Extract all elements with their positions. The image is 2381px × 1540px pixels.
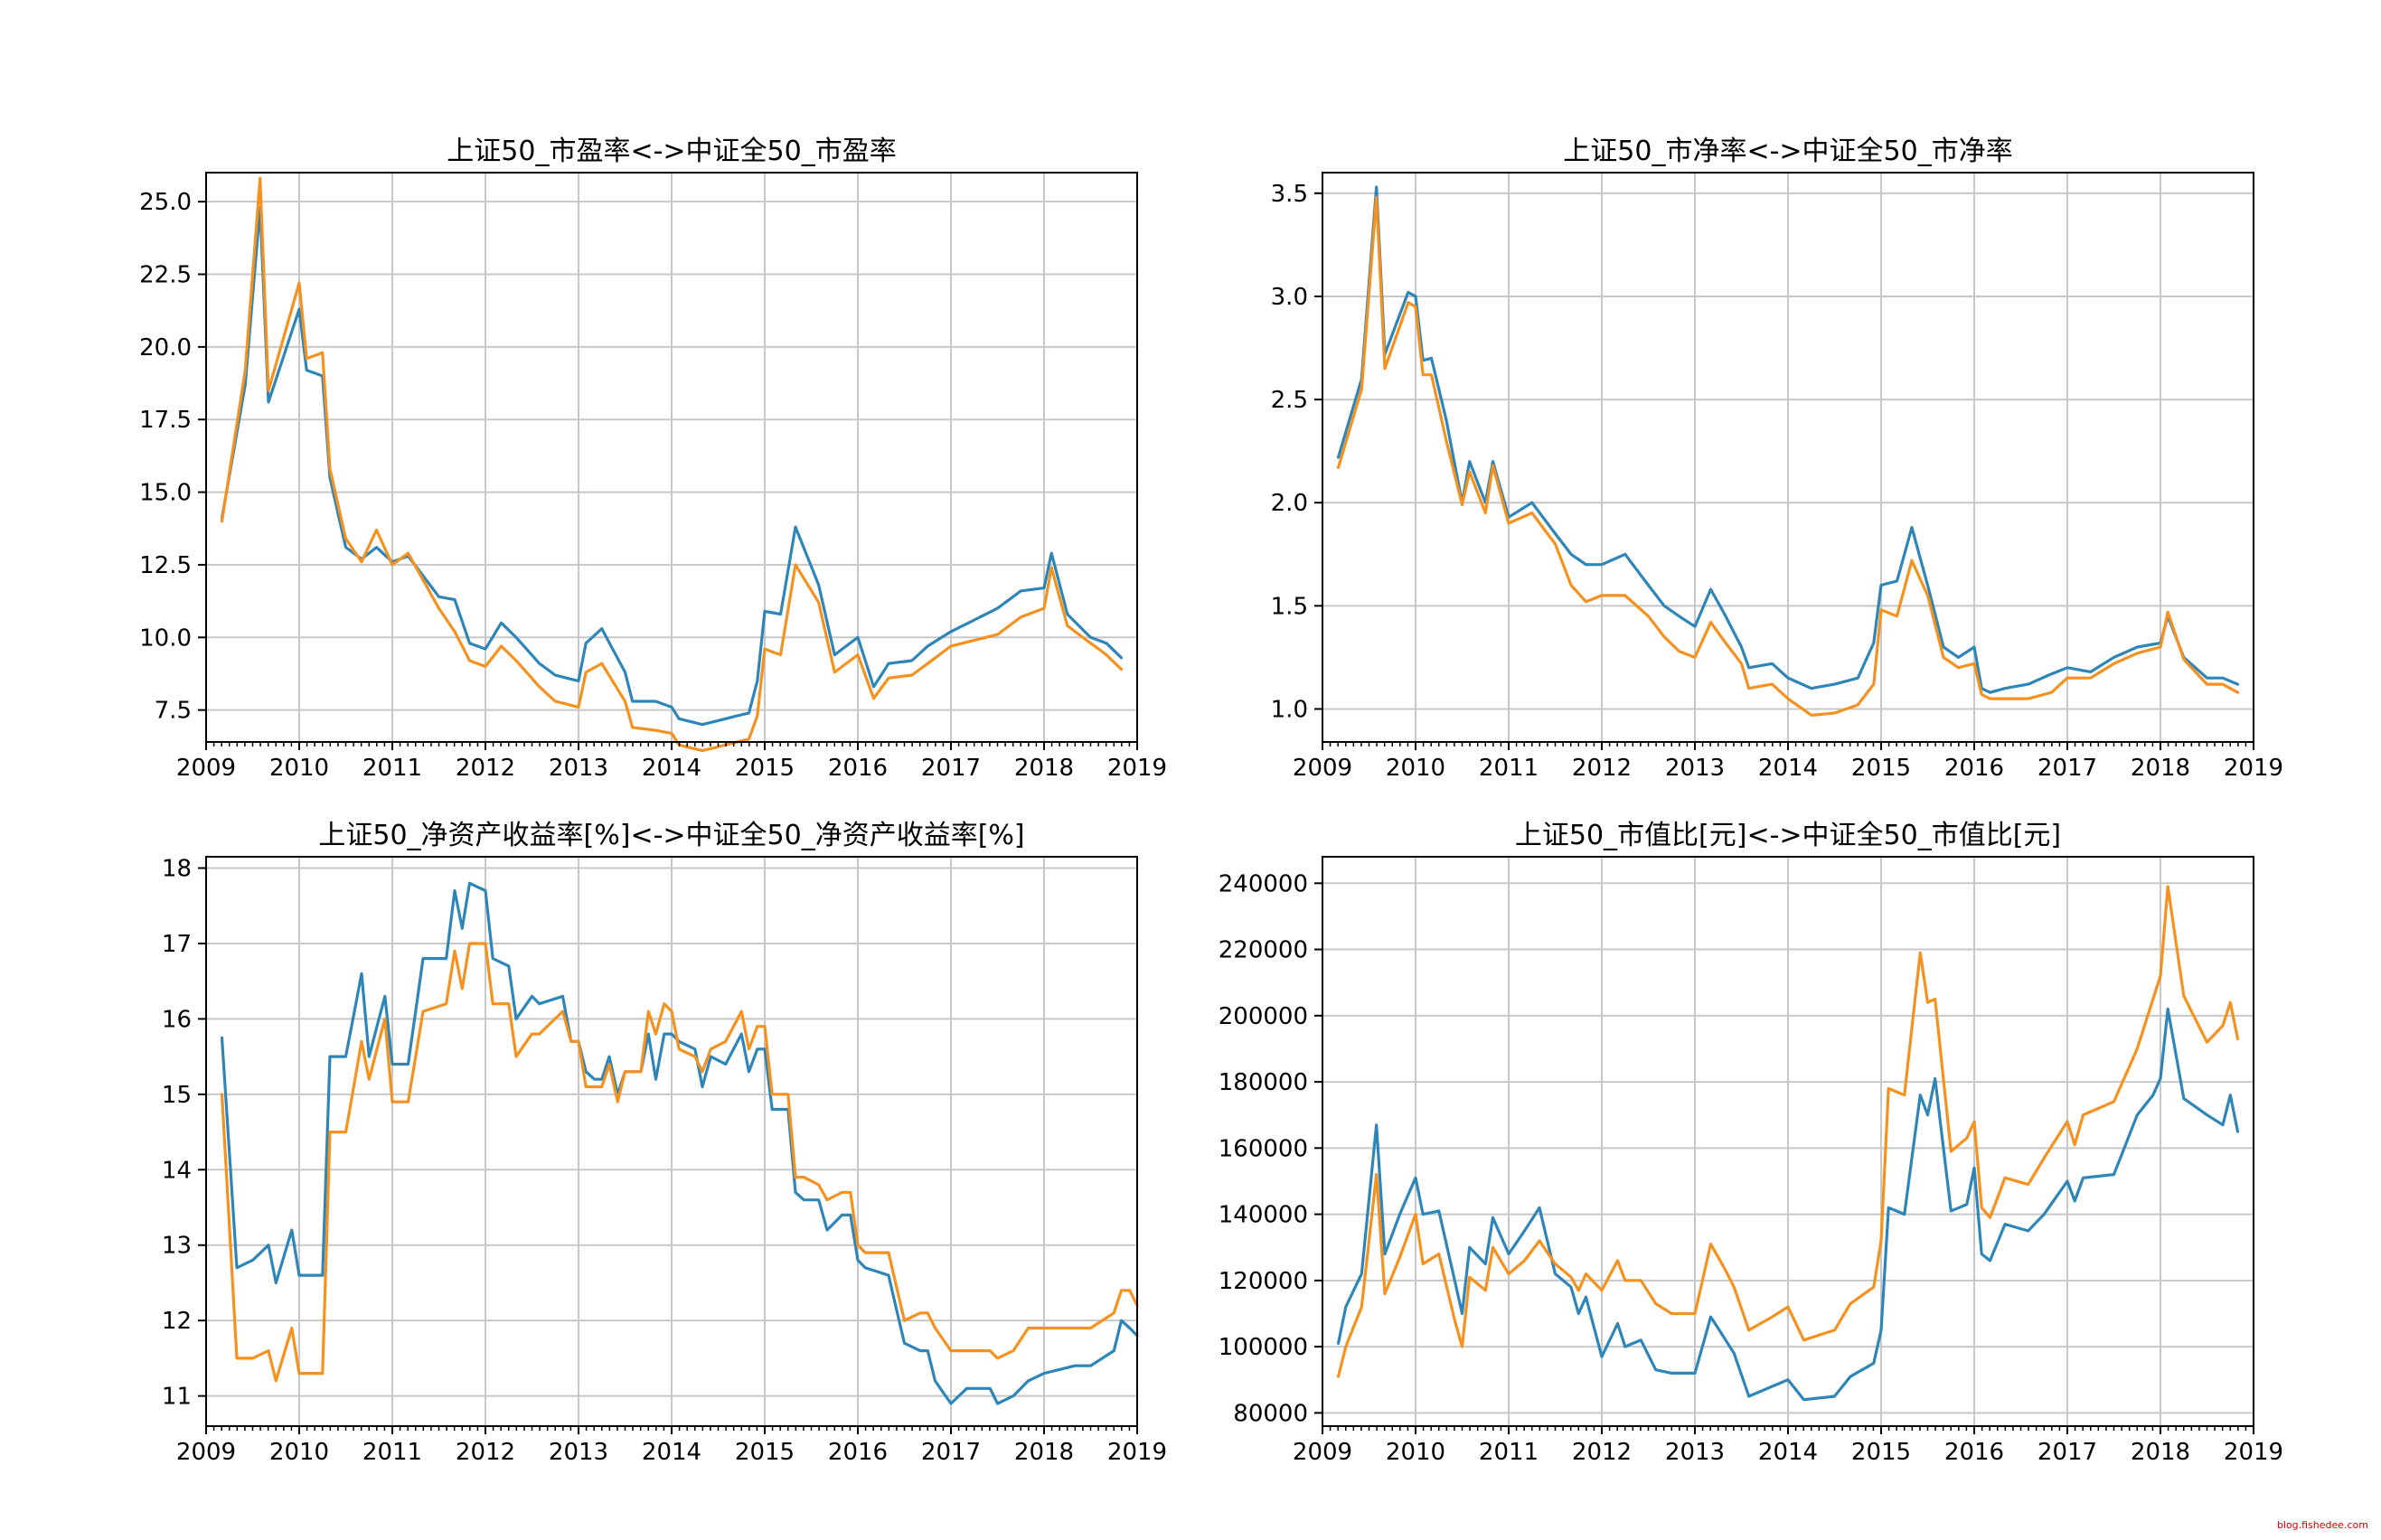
chart-title: 上证50_市值比[元]<->中证全50_市值比[元] [1515, 820, 2061, 851]
series-line-a [220, 881, 1139, 1405]
x-tick-label: 2015 [735, 755, 795, 782]
y-tick-label: 10.0 [139, 624, 192, 652]
y-tick-label: 140000 [1219, 1202, 1308, 1229]
y-tick-label: 13 [162, 1233, 192, 1260]
y-tick-label: 25.0 [139, 189, 192, 216]
x-tick-label: 2012 [1572, 755, 1632, 782]
x-tick-label: 2016 [1944, 755, 2004, 782]
y-tick-label: 15.0 [139, 480, 192, 507]
x-tick-label: 2012 [1572, 1439, 1632, 1466]
x-tick-label: 2017 [921, 1439, 981, 1466]
series-line-a [220, 206, 1124, 727]
chart-title: 上证50_市盈率<->中证全50_市盈率 [447, 136, 896, 167]
x-tick-label: 2010 [1386, 755, 1445, 782]
x-tick-label: 2012 [456, 755, 515, 782]
x-tick-label: 2010 [1386, 1439, 1445, 1466]
chart-panel-3: 上证50_净资产收益率[%]<->中证全50_净资产收益率[%] 2009 2010… [162, 820, 1167, 1466]
x-tick-label: 2011 [362, 755, 422, 782]
x-tick-label: 2014 [642, 1439, 701, 1466]
y-tick-label: 180000 [1219, 1069, 1308, 1096]
x-tick-label: 2013 [549, 1439, 608, 1466]
y-tick-label: 11 [162, 1384, 192, 1411]
x-tick-label: 2019 [1107, 755, 1167, 782]
x-tick-label: 2018 [2131, 755, 2190, 782]
x-tick-label: 2018 [1014, 1439, 1074, 1466]
x-tick-label: 2009 [176, 755, 236, 782]
y-tick-label: 18 [162, 856, 192, 883]
series-line-b [1336, 885, 2240, 1378]
y-tick-label: 220000 [1219, 937, 1308, 964]
series-line-b [220, 176, 1124, 753]
x-tick-label: 2019 [2224, 1439, 2283, 1466]
y-tick-label: 3.5 [1271, 181, 1308, 208]
x-tick-label: 2017 [921, 755, 981, 782]
x-tick-label: 2012 [456, 1439, 515, 1466]
series-line-a [1336, 1007, 2240, 1402]
y-tick-label: 20.0 [139, 334, 192, 362]
y-tick-label: 12 [162, 1308, 192, 1335]
x-tick-label: 2010 [269, 755, 329, 782]
y-tick-label: 14 [162, 1157, 192, 1184]
y-tick-label: 100000 [1219, 1334, 1308, 1361]
x-tick-label: 2015 [735, 1439, 795, 1466]
x-tick-label: 2016 [1944, 1439, 2004, 1466]
x-tick-label: 2009 [1293, 755, 1352, 782]
chart-panel-2: 上证50_市净率<->中证全50_市净率 2009 2010 2011 2012 2013… [1271, 136, 2283, 782]
y-tick-label: 120000 [1219, 1268, 1308, 1295]
chart-panel-4: 上证50_市值比[元]<->中证全50_市值比[元] 2009 2010 2011 20… [1219, 820, 2283, 1466]
y-tick-label: 7.5 [155, 698, 192, 725]
y-tick-label: 240000 [1219, 870, 1308, 897]
x-tick-label: 2014 [642, 755, 701, 782]
y-tick-label: 12.5 [139, 552, 192, 579]
x-tick-label: 2015 [1851, 755, 1911, 782]
x-tick-label: 2011 [362, 1439, 422, 1466]
x-tick-label: 2019 [2224, 755, 2283, 782]
chart-panel-1: 上证50_市盈率<->中证全50_市盈率 2009 2010 2011 2012 2013… [139, 136, 1167, 782]
x-tick-label: 2016 [828, 755, 888, 782]
x-tick-label: 2010 [269, 1439, 329, 1466]
y-tick-label: 160000 [1219, 1135, 1308, 1162]
x-tick-label: 2014 [1758, 755, 1818, 782]
y-tick-label: 2.0 [1271, 490, 1308, 517]
x-tick-label: 2009 [1293, 1439, 1352, 1466]
x-tick-label: 2018 [2131, 1439, 2190, 1466]
watermark: blog.fishedee.com [2276, 1519, 2368, 1531]
y-tick-label: 22.5 [139, 262, 192, 289]
x-tick-label: 2013 [549, 755, 608, 782]
y-tick-label: 2.5 [1271, 387, 1308, 414]
x-tick-label: 2009 [176, 1439, 236, 1466]
series-line-b [1336, 195, 2240, 717]
y-tick-label: 1.0 [1271, 696, 1308, 723]
y-tick-label: 80000 [1233, 1400, 1308, 1427]
y-tick-label: 1.5 [1271, 593, 1308, 620]
x-tick-label: 2017 [2037, 755, 2097, 782]
x-tick-label: 2011 [1479, 755, 1539, 782]
x-tick-label: 2018 [1014, 755, 1074, 782]
x-tick-label: 2013 [1665, 755, 1725, 782]
chart-title: 上证50_净资产收益率[%]<->中证全50_净资产收益率[%] [318, 820, 1024, 851]
x-tick-label: 2013 [1665, 1439, 1725, 1466]
y-tick-label: 17 [162, 931, 192, 958]
x-tick-label: 2019 [1107, 1439, 1167, 1466]
chart-title: 上证50_市净率<->中证全50_市净率 [1563, 136, 2012, 167]
y-tick-label: 200000 [1219, 1003, 1308, 1030]
x-tick-label: 2014 [1758, 1439, 1818, 1466]
series-line-b [220, 942, 1139, 1383]
y-tick-label: 15 [162, 1082, 192, 1109]
x-tick-label: 2016 [828, 1439, 888, 1466]
x-tick-label: 2011 [1479, 1439, 1539, 1466]
x-tick-label: 2015 [1851, 1439, 1911, 1466]
y-tick-label: 3.0 [1271, 284, 1308, 311]
x-tick-label: 2017 [2037, 1439, 2097, 1466]
y-tick-label: 17.5 [139, 407, 192, 434]
y-tick-label: 16 [162, 1006, 192, 1033]
